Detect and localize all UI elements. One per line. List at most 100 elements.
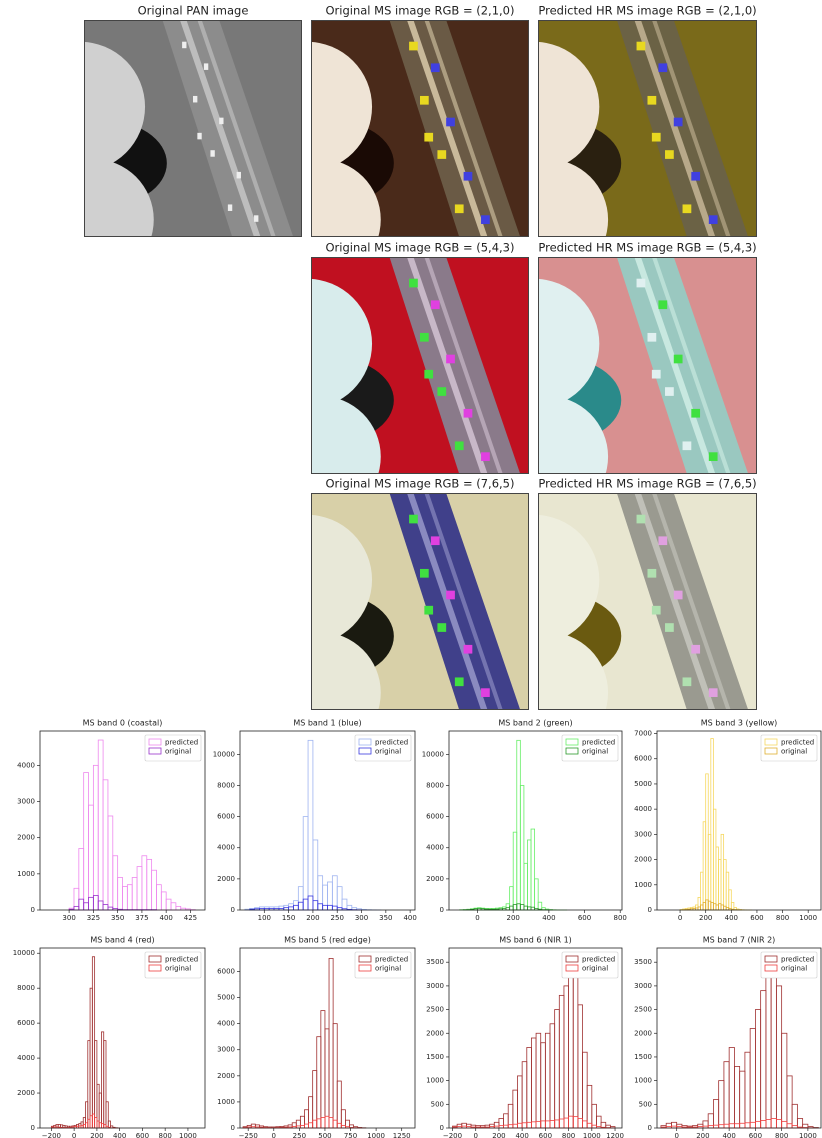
vehicle: [682, 204, 692, 214]
vehicle: [430, 63, 440, 73]
x-tick-label: −250: [239, 1132, 258, 1138]
x-tick-label: 400: [515, 1132, 528, 1138]
y-tick-label: 2000: [634, 1029, 652, 1037]
x-tick-label: 0: [678, 914, 682, 922]
tank: [84, 41, 146, 172]
vehicle: [708, 452, 718, 461]
y-tick-label: 4000: [17, 761, 35, 769]
tank: [538, 514, 600, 645]
tank: [311, 158, 381, 237]
vehicle: [636, 514, 646, 524]
vehicle: [430, 300, 440, 310]
lane: [634, 493, 716, 710]
vehicle: [420, 332, 429, 342]
x-tick-label: 200: [699, 914, 712, 922]
y-tick-label: 1000: [634, 1077, 652, 1085]
legend-swatch: [358, 738, 372, 746]
vehicle: [437, 387, 447, 396]
y-tick-label: 0: [440, 1124, 444, 1132]
y-tick-label: 0: [648, 906, 652, 914]
chart-title: MS band 0 (coastal): [83, 719, 163, 728]
x-tick-label: 200: [507, 914, 520, 922]
y-tick-label: 10000: [13, 949, 35, 957]
x-tick-label: 800: [562, 1132, 575, 1138]
chart-title: MS band 2 (green): [498, 719, 572, 728]
y-tick-label: 3000: [634, 830, 652, 838]
chart-title: MS band 6 (NIR 1): [499, 936, 572, 945]
lane: [179, 20, 261, 237]
x-tick-label: 400: [542, 914, 555, 922]
legend-swatch: [764, 738, 778, 746]
tank: [311, 631, 381, 710]
y-tick-label: 3000: [634, 982, 652, 990]
y-tick-label: 7000: [634, 730, 652, 738]
vehicle: [236, 171, 241, 179]
plot-frame: [239, 947, 416, 1129]
legend-swatch: [764, 955, 778, 963]
y-tick-label: 1000: [217, 1098, 235, 1106]
x-tick-label: 600: [136, 1132, 149, 1138]
vehicle: [193, 95, 198, 103]
road: [389, 493, 521, 710]
road: [389, 257, 521, 474]
x-tick-label: 400: [725, 914, 738, 922]
y-tick-label: 500: [431, 1100, 444, 1108]
lane: [424, 257, 503, 474]
legend-box: [354, 951, 412, 979]
x-tick-label: 800: [158, 1132, 171, 1138]
satellite-image: [538, 493, 757, 710]
vehicle: [481, 688, 490, 697]
vehicle: [446, 354, 455, 364]
vehicle: [481, 452, 490, 461]
panel-title: Original MS image RGB = (5,4,3): [326, 241, 515, 255]
y-tick-label: 4000: [217, 844, 235, 852]
y-tick-label: 6000: [217, 967, 235, 975]
x-tick-label: 400: [159, 914, 172, 922]
y-tick-label: 10000: [213, 750, 235, 758]
legend-box: [561, 951, 619, 979]
legend-label: original: [375, 965, 401, 973]
x-tick-label: 400: [403, 914, 416, 922]
x-tick-label: 200: [306, 914, 319, 922]
y-tick-label: 5000: [217, 994, 235, 1002]
vehicle: [254, 215, 259, 222]
legend-label: predicted: [375, 956, 408, 964]
vehicle: [454, 204, 464, 214]
panel-title: Predicted HR MS image RGB = (5,4,3): [538, 241, 756, 255]
y-tick-label: 1000: [634, 881, 652, 889]
y-tick-label: 6000: [426, 813, 444, 821]
legend-swatch: [565, 964, 579, 972]
vehicle: [463, 408, 473, 418]
image-frame: [538, 257, 757, 474]
legend-swatch: [148, 955, 162, 963]
satellite-image: [311, 493, 529, 710]
panel-title: Predicted HR MS image RGB = (2,1,0): [538, 4, 756, 18]
vehicle: [446, 590, 455, 600]
vehicle: [682, 677, 692, 687]
vehicle: [409, 514, 418, 524]
legend-label: original: [165, 965, 191, 973]
vehicle: [454, 441, 464, 451]
vehicle: [708, 215, 718, 224]
tank: [84, 158, 154, 237]
chart-title: MS band 5 (red edge): [284, 936, 371, 945]
tank: [538, 158, 609, 237]
y-tick-label: 2000: [217, 1072, 235, 1080]
x-tick-label: 0: [272, 1132, 276, 1138]
vehicle: [665, 387, 674, 396]
satellite-image: [84, 20, 302, 237]
y-tick-label: 1000: [17, 870, 35, 878]
vehicle: [673, 117, 683, 127]
vehicle: [647, 95, 657, 105]
plot-frame: [656, 947, 822, 1129]
x-tick-label: 1000: [799, 914, 817, 922]
vehicle: [691, 644, 701, 654]
image-frame: [311, 257, 529, 474]
x-tick-label: 375: [135, 914, 148, 922]
vehicle: [647, 332, 657, 342]
x-tick-label: 200: [696, 1132, 709, 1138]
vehicle: [691, 171, 701, 181]
x-tick-label: 425: [184, 914, 197, 922]
y-tick-label: 8000: [426, 781, 444, 789]
legend-box: [561, 734, 619, 762]
